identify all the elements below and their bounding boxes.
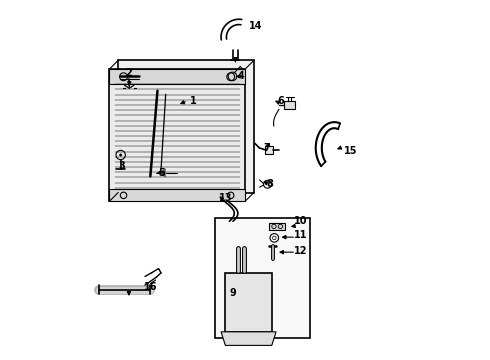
Text: 8: 8 — [267, 179, 273, 189]
Text: 10: 10 — [294, 216, 307, 226]
Text: 11: 11 — [294, 230, 307, 240]
Text: 12: 12 — [294, 247, 307, 256]
Bar — [109, 69, 245, 84]
Bar — [265, 146, 272, 154]
Text: 4: 4 — [238, 71, 245, 81]
Bar — [118, 60, 254, 193]
Text: 1: 1 — [190, 96, 196, 107]
Bar — [109, 189, 245, 202]
Polygon shape — [221, 332, 276, 345]
Text: 3: 3 — [119, 161, 125, 171]
Bar — [109, 69, 245, 202]
Bar — [284, 101, 295, 109]
Text: 5: 5 — [159, 168, 166, 178]
Polygon shape — [159, 168, 166, 177]
Text: 7: 7 — [263, 143, 270, 153]
Bar — [215, 218, 310, 338]
Bar — [270, 223, 285, 230]
Text: 6: 6 — [277, 96, 284, 107]
Text: 16: 16 — [144, 282, 157, 292]
Text: 9: 9 — [229, 288, 236, 297]
Text: 15: 15 — [343, 147, 357, 157]
Circle shape — [120, 154, 122, 156]
Text: 2: 2 — [125, 68, 132, 78]
Bar — [225, 273, 272, 332]
Text: 13: 13 — [219, 193, 232, 203]
Text: 14: 14 — [249, 21, 263, 31]
